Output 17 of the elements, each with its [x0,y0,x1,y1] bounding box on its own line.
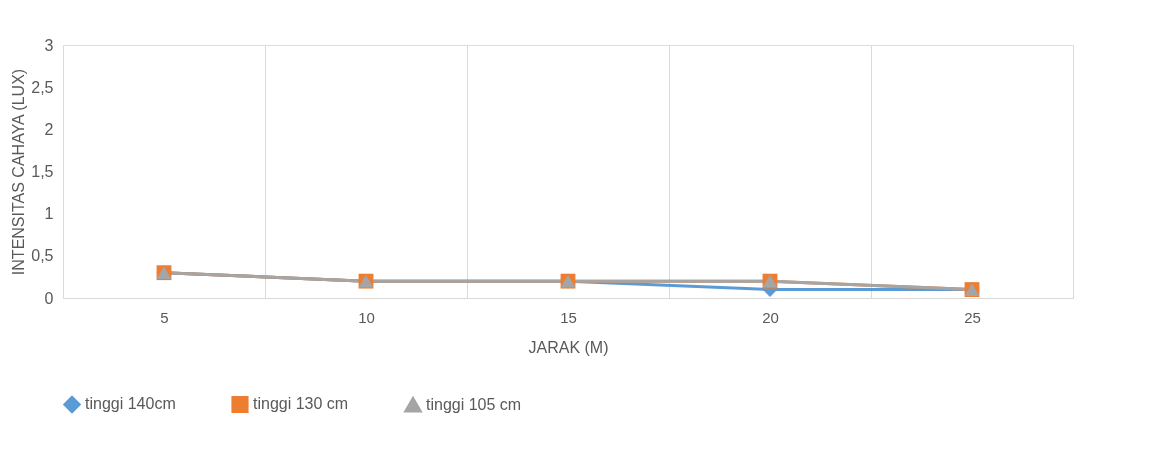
y-tick-label: 0,5 [31,247,54,265]
legend-label: tinggi 130 cm [253,395,349,413]
x-tick-label: 20 [762,308,779,326]
x-tick-label: 10 [358,308,375,326]
y-tick-label: 0 [44,289,54,307]
y-tick-label: 2,5 [31,78,54,96]
legend-label: tinggi 140cm [85,395,176,413]
x-tick-label: 25 [964,308,981,326]
x-tick-label: 15 [560,308,577,326]
y-axis-title: INTENSITAS CAHAYA (LUX) [10,68,28,276]
y-tick-label: 3 [44,36,54,54]
x-tick-label: 5 [160,308,169,326]
y-tick-label: 1 [44,205,54,223]
y-tick-label: 1,5 [31,163,54,180]
legend-label: tinggi 105 cm [426,395,522,413]
y-tick-label: 2 [44,120,54,138]
x-axis-title: JARAK (M) [528,338,609,356]
